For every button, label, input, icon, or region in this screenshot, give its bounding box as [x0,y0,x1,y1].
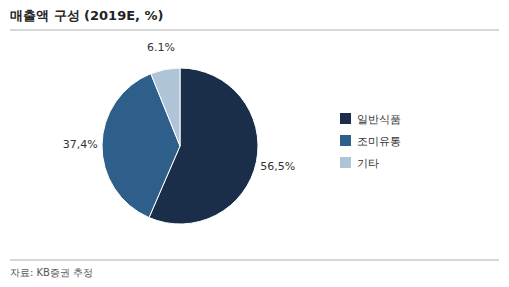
divider [10,260,499,261]
data-labels: 56,5% 37,4% 6.1% [63,41,296,172]
title: 매출액 구성 (2019E, %) [10,8,164,23]
data-label: 6.1% [147,41,175,54]
legend-label: 기타 [357,157,379,170]
legend-swatch [340,157,351,168]
chart-container: 매출액 구성 (2019E, %) 자료: KB증권 추정 56,5% 37,4% 6.… [0,0,509,287]
data-label: 37,4% [63,138,98,151]
legend: 일반식품조미유통기타 [340,113,401,170]
legend-label: 일반식품 [357,113,401,126]
chart-svg: 매출액 구성 (2019E, %) 자료: KB증권 추정 56,5% 37,4% 6.… [0,0,509,287]
legend-item: 조미유통 [340,135,401,148]
source-note: 자료: KB증권 추정 [10,267,93,278]
legend-item: 기타 [340,157,379,170]
legend-item: 일반식품 [340,113,401,126]
legend-swatch [340,135,351,146]
pie-slice [151,68,180,146]
legend-label: 조미유통 [357,135,401,148]
pie [102,68,258,224]
data-label: 56,5% [260,160,295,173]
divider [10,30,499,31]
legend-swatch [340,113,351,124]
